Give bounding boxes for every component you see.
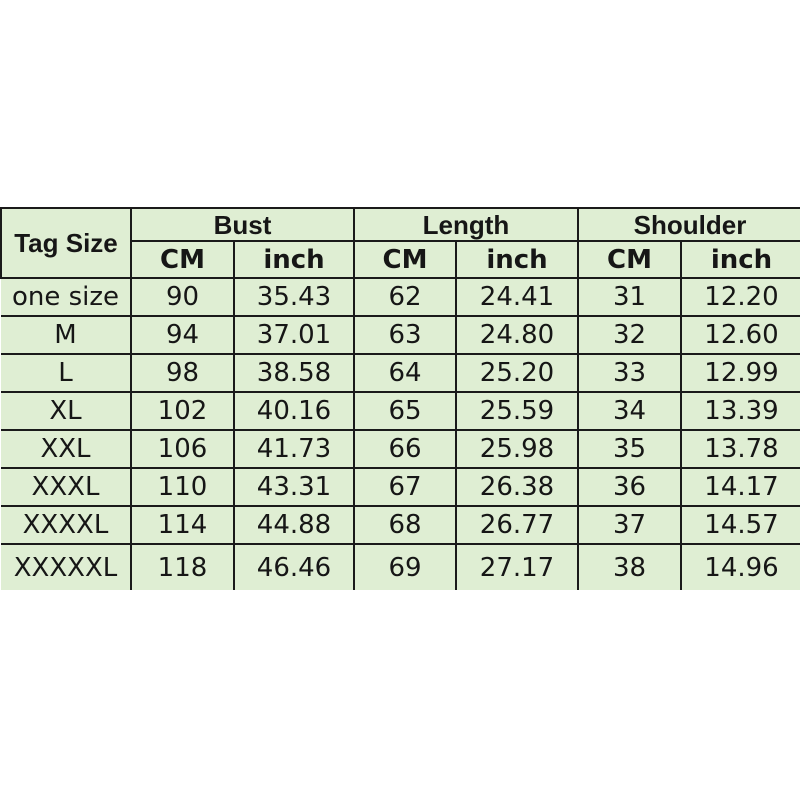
measurement-cell: 14.57: [679, 505, 800, 545]
measurement-cell: 90: [130, 277, 235, 317]
size-chart-table: Tag Size Bust Length Shoulder CM inch CM…: [0, 207, 800, 590]
size-label-cell: XXL: [1, 429, 132, 469]
group-header-row: Tag Size Bust Length Shoulder: [0, 207, 800, 279]
size-label-cell: XXXXL: [1, 505, 132, 545]
measurement-cell: 65: [353, 391, 457, 431]
measurement-cell: 37: [577, 505, 682, 545]
measurement-cell: 118: [130, 543, 235, 590]
measurement-cell: 14.96: [679, 543, 800, 590]
unit-header-length-cm: CM: [353, 240, 457, 279]
measurement-cell: 32: [577, 315, 682, 355]
measurement-cell: 26.38: [455, 467, 579, 507]
measurement-cell: 46.46: [233, 543, 355, 590]
unit-header-bust-inch: inch: [233, 240, 355, 279]
size-label-cell: XL: [1, 391, 132, 431]
measurement-cell: 106: [130, 429, 235, 469]
measurement-cell: 40.16: [233, 391, 355, 431]
unit-header-row: CM inch CM inch CM inch: [1, 240, 800, 279]
measurement-cell: 114: [130, 505, 235, 545]
measurement-cell: 38.58: [233, 353, 355, 393]
measurement-cell: 35: [577, 429, 682, 469]
measurement-cell: 31: [577, 277, 682, 317]
measurement-cell: 37.01: [233, 315, 355, 355]
table-row: XXXL 110 43.31 67 26.38 36 14.17: [1, 467, 800, 507]
measurement-cell: 12.20: [679, 277, 800, 317]
measurement-cell: 27.17: [455, 543, 579, 590]
table-row: XXL 106 41.73 66 25.98 35 13.78: [1, 429, 800, 469]
measurement-cell: 24.41: [455, 277, 579, 317]
table-row: XL 102 40.16 65 25.59 34 13.39: [1, 391, 800, 431]
measurement-cell: 63: [353, 315, 457, 355]
table-row: XXXXL 114 44.88 68 26.77 37 14.57: [1, 505, 800, 545]
group-header-bust: Bust: [130, 207, 355, 242]
measurement-cell: 102: [130, 391, 235, 431]
table-row: one size 90 35.43 62 24.41 31 12.20: [1, 277, 800, 317]
unit-header-length-inch: inch: [455, 240, 579, 279]
unit-header-shoulder-inch: inch: [679, 240, 800, 279]
measurement-cell: 12.60: [679, 315, 800, 355]
measurement-cell: 66: [353, 429, 457, 469]
measurement-cell: 26.77: [455, 505, 579, 545]
measurement-cell: 24.80: [455, 315, 579, 355]
size-label-cell: L: [1, 353, 132, 393]
measurement-cell: 25.59: [455, 391, 579, 431]
measurement-cell: 69: [353, 543, 457, 590]
measurement-cell: 64: [353, 353, 457, 393]
size-label-cell: one size: [1, 277, 132, 317]
size-label-cell: M: [1, 315, 132, 355]
measurement-cell: 41.73: [233, 429, 355, 469]
table-row: XXXXXL 118 46.46 69 27.17 38 14.96: [1, 543, 800, 590]
measurement-cell: 34: [577, 391, 682, 431]
measurement-cell: 25.20: [455, 353, 579, 393]
measurement-cell: 98: [130, 353, 235, 393]
measurement-cell: 67: [353, 467, 457, 507]
measurement-cell: 36: [577, 467, 682, 507]
size-label-cell: XXXXXL: [1, 543, 132, 590]
table-row: M 94 37.01 63 24.80 32 12.60: [1, 315, 800, 355]
table-row: L 98 38.58 64 25.20 33 12.99: [1, 353, 800, 393]
measurement-cell: 110: [130, 467, 235, 507]
group-header-shoulder: Shoulder: [576, 207, 800, 242]
measurement-cell: 25.98: [455, 429, 579, 469]
measurement-cell: 33: [577, 353, 682, 393]
size-label-cell: XXXL: [1, 467, 132, 507]
measurement-cell: 35.43: [233, 277, 355, 317]
measurement-cell: 68: [353, 505, 457, 545]
measurement-cell: 38: [577, 543, 682, 590]
unit-header-bust-cm: CM: [131, 240, 235, 279]
measurement-cell: 13.39: [679, 391, 800, 431]
measurement-cell: 43.31: [233, 467, 355, 507]
group-header-length: Length: [353, 207, 579, 242]
measurement-cell: 14.17: [679, 467, 800, 507]
measurement-cell: 94: [130, 315, 235, 355]
unit-header-shoulder-cm: CM: [577, 240, 682, 279]
measurement-cell: 44.88: [233, 505, 355, 545]
measurement-cell: 62: [353, 277, 457, 317]
measurement-cell: 13.78: [679, 429, 800, 469]
measurement-cell: 12.99: [679, 353, 800, 393]
tag-size-header-cell: Tag Size: [0, 207, 132, 279]
